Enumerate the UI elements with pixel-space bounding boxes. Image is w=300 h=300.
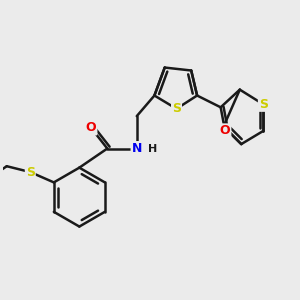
Text: S: S [259,98,268,111]
Text: H: H [148,144,157,154]
Text: O: O [86,122,96,134]
Text: N: N [132,142,142,155]
Text: S: S [172,102,181,115]
Text: O: O [220,124,230,137]
Text: S: S [26,166,35,178]
